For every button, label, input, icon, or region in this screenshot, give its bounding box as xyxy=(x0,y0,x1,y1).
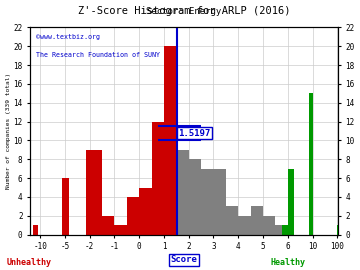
Bar xyxy=(263,216,275,235)
Bar xyxy=(62,178,69,235)
Bar xyxy=(288,169,294,235)
Bar xyxy=(189,159,201,235)
Bar xyxy=(139,188,152,235)
Bar xyxy=(238,216,251,235)
Bar xyxy=(152,122,164,235)
Bar xyxy=(86,150,102,235)
Bar xyxy=(164,46,176,235)
Text: Unhealthy: Unhealthy xyxy=(6,258,51,267)
Text: Sector: Energy: Sector: Energy xyxy=(146,7,221,16)
Bar xyxy=(213,169,226,235)
Title: Z'-Score Histogram for ARLP (2016): Z'-Score Histogram for ARLP (2016) xyxy=(78,6,290,16)
Text: ©www.textbiz.org: ©www.textbiz.org xyxy=(36,34,100,40)
Bar xyxy=(226,206,238,235)
X-axis label: Score: Score xyxy=(170,255,197,264)
Bar xyxy=(176,150,189,235)
Bar xyxy=(33,225,38,235)
Bar xyxy=(282,225,288,235)
Y-axis label: Number of companies (339 total): Number of companies (339 total) xyxy=(5,73,10,189)
Bar xyxy=(201,169,213,235)
Bar xyxy=(251,206,263,235)
Text: The Research Foundation of SUNY: The Research Foundation of SUNY xyxy=(36,52,160,58)
Bar xyxy=(310,93,312,235)
Bar xyxy=(114,225,127,235)
Bar xyxy=(102,216,114,235)
Bar xyxy=(275,225,282,235)
Text: Healthy: Healthy xyxy=(270,258,306,267)
Text: 1.5197: 1.5197 xyxy=(179,129,211,138)
Bar xyxy=(127,197,139,235)
